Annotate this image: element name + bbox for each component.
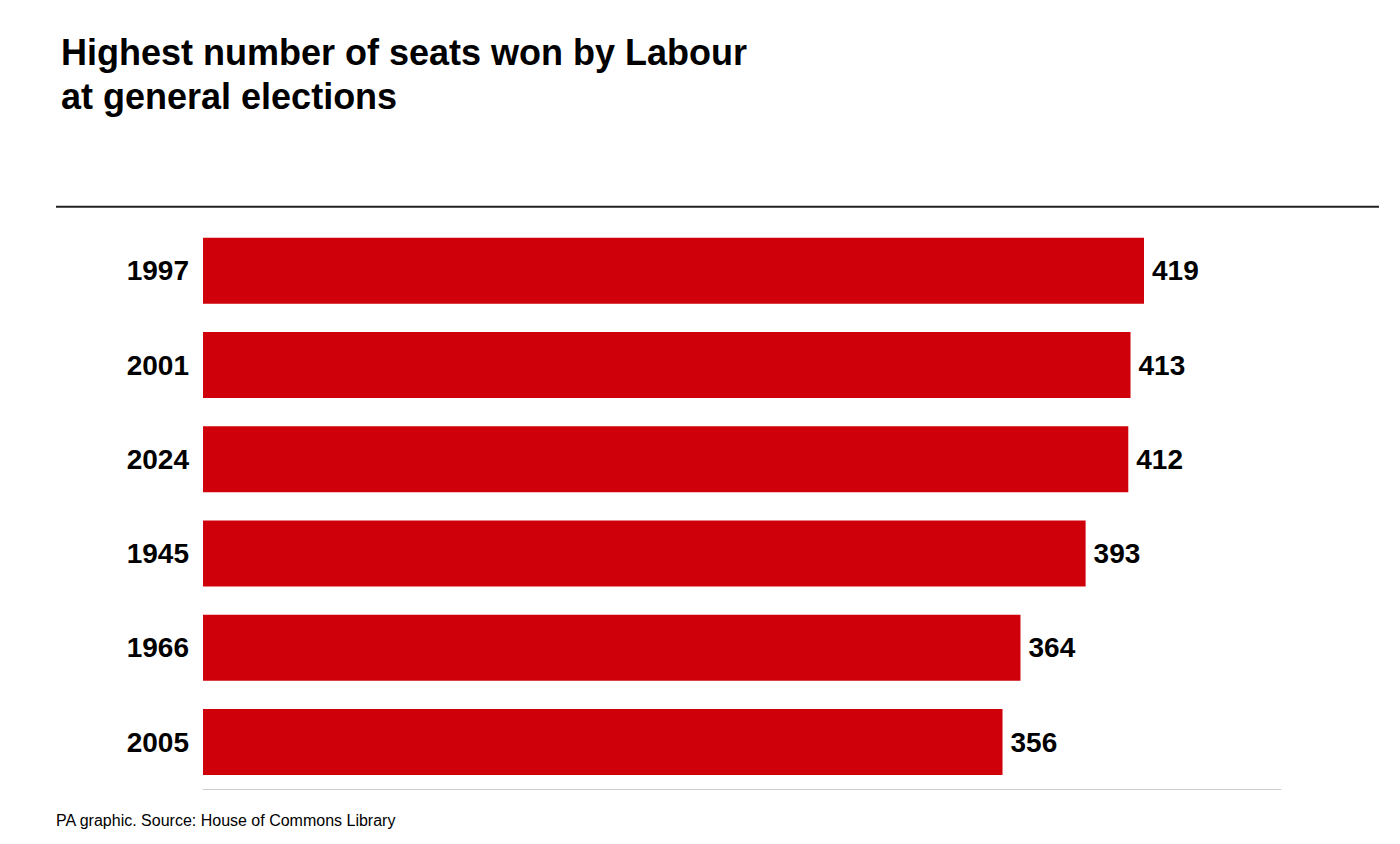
svg-text:2005: 2005: [127, 727, 189, 758]
svg-text:413: 413: [1139, 350, 1186, 381]
svg-text:Highest number of seats won by: Highest number of seats won by Labour: [61, 32, 747, 73]
svg-text:356: 356: [1011, 727, 1058, 758]
svg-text:419: 419: [1152, 255, 1199, 286]
svg-text:2001: 2001: [127, 350, 189, 381]
svg-text:PA graphic. Source: House of C: PA graphic. Source: House of Commons Lib…: [56, 812, 395, 829]
svg-text:364: 364: [1028, 632, 1075, 663]
svg-text:1966: 1966: [127, 632, 189, 663]
svg-text:1997: 1997: [127, 255, 189, 286]
svg-text:1945: 1945: [127, 538, 189, 569]
svg-text:412: 412: [1136, 444, 1183, 475]
svg-text:at general elections: at general elections: [61, 76, 397, 117]
svg-text:2024: 2024: [127, 444, 190, 475]
svg-text:393: 393: [1094, 538, 1141, 569]
